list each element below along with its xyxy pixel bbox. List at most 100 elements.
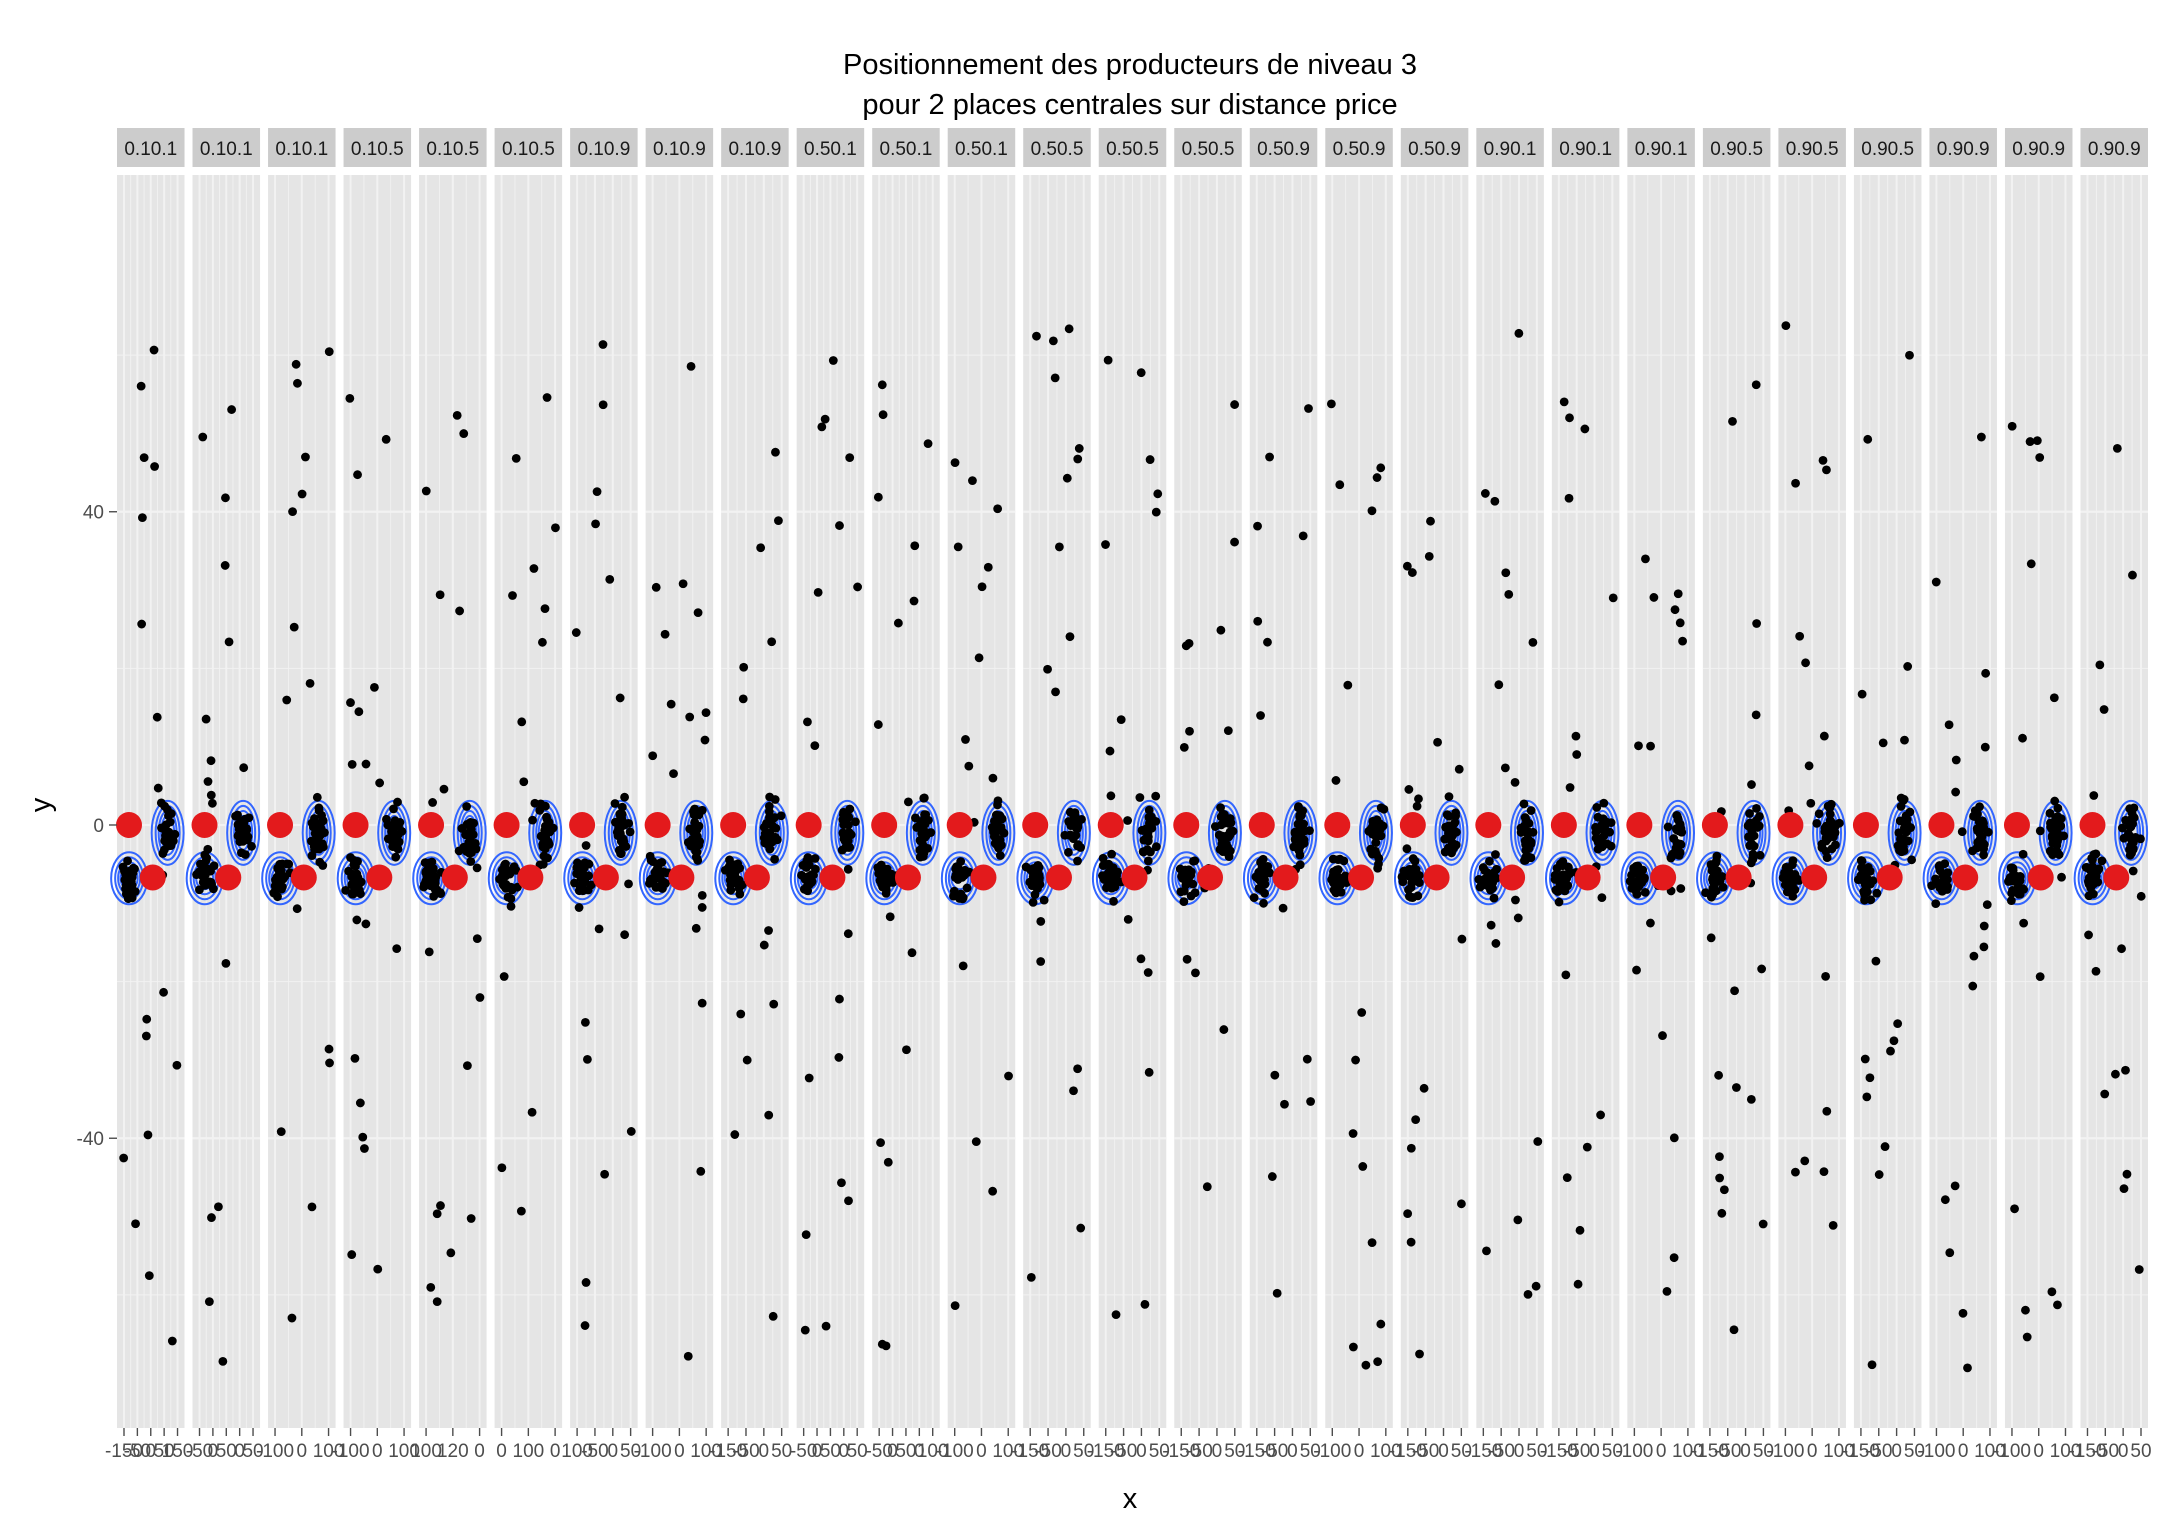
points-layer	[1249, 404, 1315, 1298]
data-point	[2134, 1265, 2144, 1274]
data-point	[1036, 957, 1046, 966]
data-point	[236, 848, 246, 858]
facet-panel: 0.10.9 100-500 50	[561, 128, 641, 1462]
central-place-marker	[2027, 864, 2054, 891]
data-point	[1880, 1142, 1890, 1151]
data-point	[161, 820, 171, 830]
data-point	[1500, 763, 1510, 773]
data-point	[419, 882, 429, 892]
data-point	[1073, 1064, 1083, 1074]
data-point	[1151, 842, 1161, 852]
data-point	[692, 831, 702, 841]
data-point	[352, 915, 362, 925]
data-point	[1216, 625, 1226, 635]
data-point	[1412, 801, 1422, 811]
data-point	[158, 849, 168, 858]
data-point	[902, 1045, 911, 1055]
data-point	[1951, 787, 1961, 797]
data-point	[1290, 827, 1300, 837]
data-point	[1179, 897, 1189, 907]
data-point	[136, 381, 146, 391]
data-point	[885, 912, 895, 922]
central-place-marker	[418, 811, 445, 838]
data-point	[1894, 828, 1904, 838]
data-point	[841, 836, 850, 846]
data-point	[839, 814, 849, 824]
data-point	[382, 814, 391, 824]
central-place-marker	[1423, 864, 1450, 891]
data-point	[1979, 921, 1989, 931]
central-place-marker	[116, 811, 142, 838]
x-tick-label: -150	[1540, 1441, 1578, 1462]
data-point	[1501, 568, 1511, 578]
data-point	[397, 826, 407, 836]
data-point	[988, 773, 998, 783]
data-point	[497, 1163, 507, 1173]
data-point	[877, 380, 887, 390]
data-point	[912, 823, 922, 832]
central-place-marker	[1399, 811, 1426, 838]
data-point	[1649, 593, 1659, 602]
data-point	[1634, 741, 1643, 751]
facet-strip-label: 0.90.5	[1861, 139, 1914, 160]
data-point	[472, 934, 482, 943]
data-point	[306, 836, 316, 846]
data-point	[1399, 866, 1409, 876]
data-point	[990, 838, 1000, 848]
data-point	[620, 792, 629, 802]
data-point	[1565, 869, 1574, 879]
y-tick-label: 0	[93, 816, 104, 837]
data-point	[242, 834, 252, 844]
data-point	[231, 811, 240, 821]
data-point	[1641, 554, 1650, 564]
data-point	[605, 574, 615, 584]
data-point	[736, 1009, 746, 1019]
data-point	[1256, 711, 1265, 720]
central-place-marker	[2079, 811, 2106, 838]
data-point	[1151, 816, 1161, 826]
data-point	[429, 891, 439, 901]
data-point	[1728, 416, 1737, 426]
data-point	[765, 792, 775, 802]
data-point	[919, 793, 929, 803]
x-tick-label: -50	[581, 1441, 608, 1462]
data-point	[1524, 844, 1534, 853]
data-point	[2018, 849, 2028, 859]
x-tick-label: 100	[992, 1441, 1024, 1462]
data-point	[242, 824, 252, 834]
central-place-marker	[1173, 811, 1200, 838]
data-point	[1348, 1342, 1358, 1352]
x-axis-label: x	[1123, 1483, 1138, 1515]
data-point	[2099, 705, 2109, 714]
data-point	[1746, 1094, 1756, 1104]
data-point	[1253, 521, 1262, 531]
data-point	[1591, 822, 1600, 832]
data-point	[580, 1321, 590, 1330]
data-point	[2032, 436, 2042, 446]
data-point	[1376, 1319, 1386, 1329]
data-point	[454, 846, 464, 856]
data-point	[582, 1054, 592, 1064]
data-point	[432, 1297, 442, 1306]
facet-strip-label: 0.50.9	[1333, 139, 1386, 160]
data-point	[803, 853, 813, 862]
facet-strip	[1778, 128, 1846, 167]
data-point	[159, 987, 168, 997]
data-point	[2010, 1204, 2019, 1214]
data-point	[988, 1186, 998, 1196]
data-point	[2090, 871, 2100, 881]
x-tick-label: 150	[162, 1441, 194, 1462]
x-tick-label: 100	[917, 1441, 949, 1462]
facet-strip	[1249, 128, 1318, 167]
data-point	[1415, 1349, 1424, 1359]
data-point	[1074, 444, 1084, 453]
facet-strip-label: 0.10.9	[577, 139, 630, 160]
data-point	[697, 903, 707, 912]
data-point	[381, 434, 391, 444]
data-point	[1406, 1237, 1416, 1247]
x-tick-label: 50	[216, 1441, 237, 1462]
data-point	[726, 870, 736, 880]
data-point	[844, 828, 854, 837]
data-point	[528, 815, 537, 825]
data-point	[1935, 866, 1945, 876]
